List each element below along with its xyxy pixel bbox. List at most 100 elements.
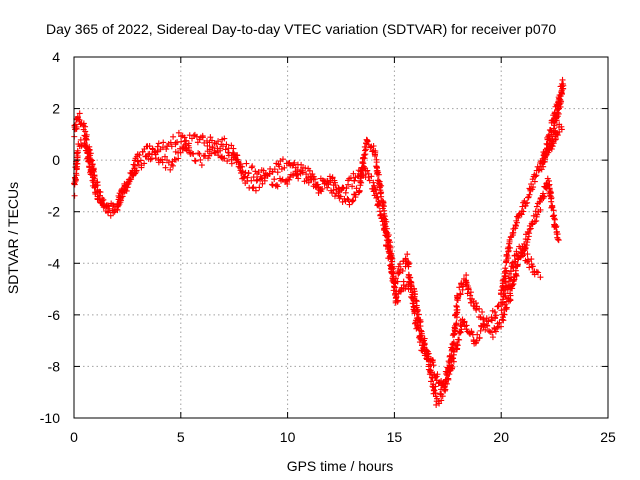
data-point <box>502 273 509 280</box>
y-tick-label: -10 <box>40 410 60 426</box>
data-point <box>457 329 464 336</box>
data-point <box>481 321 488 328</box>
data-point <box>170 133 177 140</box>
data-point <box>532 173 539 180</box>
data-point <box>352 191 359 198</box>
data-point <box>554 231 561 238</box>
data-point <box>483 315 490 322</box>
data-point <box>371 182 378 189</box>
data-point <box>454 295 461 302</box>
data-point <box>550 140 557 147</box>
data-point <box>120 189 127 196</box>
data-point <box>510 264 517 271</box>
data-point <box>463 272 470 279</box>
data-point <box>510 229 517 236</box>
data-point <box>382 228 389 235</box>
data-point <box>509 285 516 292</box>
data-point <box>426 358 433 365</box>
data-point <box>428 374 435 381</box>
data-point <box>243 160 250 167</box>
data-point <box>350 170 357 177</box>
data-point <box>217 145 224 152</box>
data-point <box>197 156 204 163</box>
data-point <box>506 238 513 245</box>
data-point <box>456 284 463 291</box>
data-point <box>364 138 371 145</box>
data-point <box>444 380 451 387</box>
data-point <box>526 264 533 271</box>
data-point <box>493 312 500 319</box>
data-point <box>526 191 533 198</box>
data-point <box>163 146 170 153</box>
data-point <box>404 251 411 258</box>
data-point <box>505 255 512 262</box>
data-point <box>558 89 565 96</box>
data-point <box>454 342 461 349</box>
data-point <box>533 203 540 210</box>
data-point <box>111 203 118 210</box>
data-point <box>353 185 360 192</box>
data-point <box>276 163 283 170</box>
data-point <box>366 177 373 184</box>
data-point <box>450 351 457 358</box>
plot-frame <box>73 56 609 419</box>
data-point <box>482 326 489 333</box>
data-point <box>477 327 484 334</box>
data-point <box>230 145 237 152</box>
data-point <box>456 336 463 343</box>
data-point <box>531 218 538 225</box>
data-point <box>554 132 561 139</box>
data-point <box>542 156 549 163</box>
data-point <box>81 140 88 147</box>
data-point <box>434 371 441 378</box>
data-point <box>534 211 541 218</box>
data-point <box>351 177 358 184</box>
data-point <box>474 331 481 338</box>
data-point <box>212 149 219 156</box>
data-point <box>248 177 255 184</box>
data-point <box>73 172 80 179</box>
data-point <box>423 347 430 354</box>
data-point <box>77 136 84 143</box>
data-point <box>400 278 407 285</box>
y-tick-label: -8 <box>48 358 61 374</box>
data-point <box>399 267 406 274</box>
data-point <box>446 371 453 378</box>
data-point <box>489 334 496 341</box>
data-point <box>528 256 535 263</box>
data-point <box>389 258 396 265</box>
data-point <box>359 172 366 179</box>
data-point <box>170 162 177 169</box>
data-point <box>394 297 401 304</box>
data-point <box>271 176 278 183</box>
data-point <box>535 167 542 174</box>
data-point <box>450 355 457 362</box>
data-point <box>311 176 318 183</box>
data-point <box>405 281 412 288</box>
data-point <box>254 176 261 183</box>
data-point <box>501 278 508 285</box>
data-point <box>357 179 364 186</box>
data-point <box>505 247 512 254</box>
data-point <box>107 212 114 219</box>
data-point <box>548 198 555 205</box>
data-point <box>81 132 88 139</box>
data-point <box>494 303 501 310</box>
data-point <box>192 158 199 165</box>
data-point <box>244 174 251 181</box>
data-point <box>436 379 443 386</box>
y-tick-label: 0 <box>52 152 60 168</box>
data-point <box>168 161 175 168</box>
data-point <box>375 177 382 184</box>
data-point <box>207 134 214 141</box>
data-point <box>260 167 267 174</box>
data-point <box>421 341 428 348</box>
data-point <box>397 261 404 268</box>
data-point <box>526 230 533 237</box>
x-tick-label: 15 <box>387 429 403 445</box>
y-axis-title: SDTVAR / TECUs <box>5 182 21 294</box>
data-point <box>513 272 520 279</box>
data-point <box>514 261 521 268</box>
data-point <box>215 138 222 145</box>
data-point <box>199 132 206 139</box>
